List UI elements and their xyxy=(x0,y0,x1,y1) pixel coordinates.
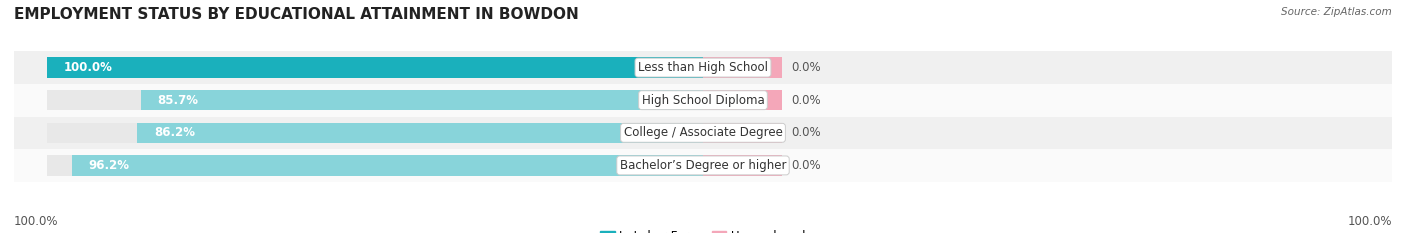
Legend: In Labor Force, Unemployed: In Labor Force, Unemployed xyxy=(596,225,810,233)
Text: 0.0%: 0.0% xyxy=(792,94,821,107)
Text: College / Associate Degree: College / Associate Degree xyxy=(624,126,782,139)
Bar xyxy=(138,123,703,143)
Bar xyxy=(14,116,1392,149)
Text: 0.0%: 0.0% xyxy=(792,159,821,172)
Bar xyxy=(703,123,782,143)
Bar xyxy=(46,123,703,143)
Bar xyxy=(46,90,703,110)
Bar xyxy=(703,90,782,110)
Text: Source: ZipAtlas.com: Source: ZipAtlas.com xyxy=(1281,7,1392,17)
Bar xyxy=(46,58,703,78)
Bar xyxy=(703,155,782,175)
Bar xyxy=(703,155,782,175)
Text: Less than High School: Less than High School xyxy=(638,61,768,74)
Text: 0.0%: 0.0% xyxy=(792,61,821,74)
Bar xyxy=(14,149,1392,182)
Bar xyxy=(141,90,703,110)
Bar xyxy=(14,84,1392,116)
Bar xyxy=(703,90,782,110)
Bar xyxy=(46,155,703,175)
Text: 85.7%: 85.7% xyxy=(157,94,198,107)
Bar xyxy=(703,58,782,78)
Text: 96.2%: 96.2% xyxy=(89,159,129,172)
Text: 100.0%: 100.0% xyxy=(1347,215,1392,228)
Text: EMPLOYMENT STATUS BY EDUCATIONAL ATTAINMENT IN BOWDON: EMPLOYMENT STATUS BY EDUCATIONAL ATTAINM… xyxy=(14,7,579,22)
Text: 0.0%: 0.0% xyxy=(792,126,821,139)
Bar xyxy=(72,155,703,175)
Bar xyxy=(46,58,703,78)
Text: Bachelor’s Degree or higher: Bachelor’s Degree or higher xyxy=(620,159,786,172)
Bar xyxy=(703,123,782,143)
Text: High School Diploma: High School Diploma xyxy=(641,94,765,107)
Text: 100.0%: 100.0% xyxy=(14,215,59,228)
Bar xyxy=(14,51,1392,84)
Text: 100.0%: 100.0% xyxy=(63,61,112,74)
Text: 86.2%: 86.2% xyxy=(153,126,195,139)
Bar xyxy=(703,58,782,78)
